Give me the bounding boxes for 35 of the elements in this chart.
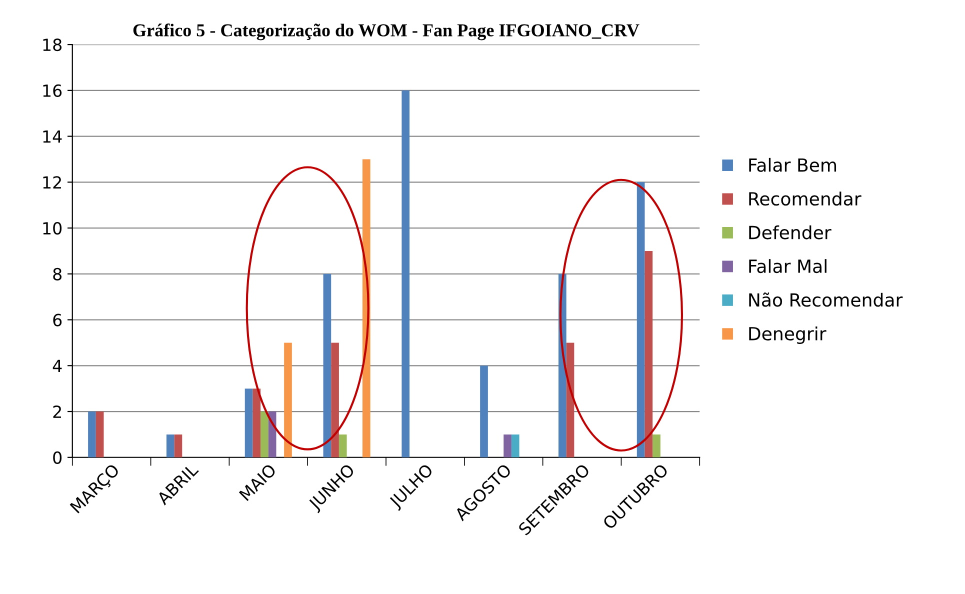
legend-label: Não Recomendar xyxy=(749,292,903,307)
bar xyxy=(511,434,520,458)
y-tick-label: 18 xyxy=(43,38,62,52)
y-tick-label: 0 xyxy=(53,451,62,464)
legend-label: Recomendar xyxy=(749,192,862,206)
chart-title: Gráfico 5 - Categorização do WOM - Fan Page IFGOIANO_CRV xyxy=(133,24,640,40)
bar xyxy=(166,434,174,458)
y-tick-label: 8 xyxy=(53,268,62,280)
bar xyxy=(260,412,268,458)
legend-label: Defender xyxy=(749,225,832,240)
bar xyxy=(96,412,104,458)
bar xyxy=(252,388,261,458)
bar xyxy=(504,434,512,458)
y-tick-label: 2 xyxy=(53,405,61,418)
bar xyxy=(652,434,660,458)
bar xyxy=(331,342,339,458)
bar xyxy=(338,434,347,458)
bar xyxy=(480,366,488,458)
bar xyxy=(244,388,253,458)
y-tick-label: 4 xyxy=(52,360,62,372)
legend-label: Falar Bem xyxy=(749,158,836,172)
y-tick-label: 6 xyxy=(53,314,62,326)
legend-label: Denegrir xyxy=(749,326,826,344)
bar xyxy=(323,274,332,458)
y-tick-label: 10 xyxy=(43,222,62,235)
legend-label: Falar Mal xyxy=(749,259,826,274)
bar xyxy=(636,182,645,458)
bar xyxy=(88,412,96,458)
bar xyxy=(402,90,410,458)
y-tick-label: 16 xyxy=(43,84,62,97)
bar xyxy=(644,250,653,458)
bar xyxy=(284,342,292,458)
bar xyxy=(174,434,182,458)
y-tick-label: 14 xyxy=(43,130,62,143)
y-tick-label: 12 xyxy=(43,176,61,188)
